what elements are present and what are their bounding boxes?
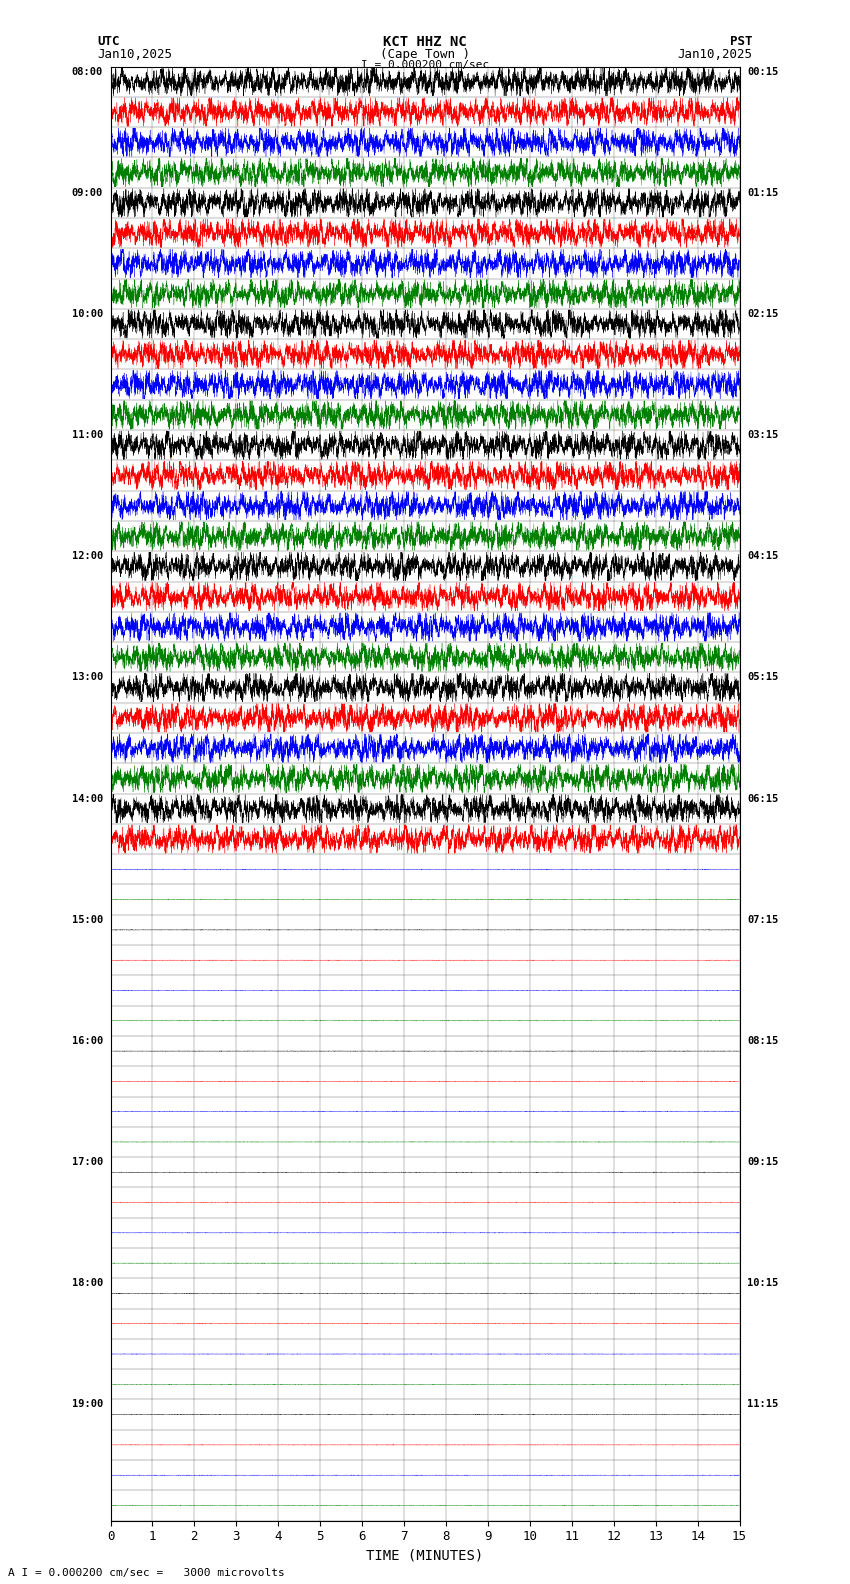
Text: 11:00: 11:00 (71, 429, 103, 440)
Text: A I = 0.000200 cm/sec =   3000 microvolts: A I = 0.000200 cm/sec = 3000 microvolts (8, 1568, 286, 1578)
Text: UTC: UTC (98, 35, 120, 48)
Text: KCT HHZ NC: KCT HHZ NC (383, 35, 467, 49)
Text: 09:00: 09:00 (71, 187, 103, 198)
Text: 04:15: 04:15 (747, 551, 779, 561)
Text: 08:00: 08:00 (71, 67, 103, 76)
Text: 15:00: 15:00 (71, 916, 103, 925)
Text: I = 0.000200 cm/sec: I = 0.000200 cm/sec (361, 60, 489, 70)
Text: 18:00: 18:00 (71, 1278, 103, 1288)
Text: 03:15: 03:15 (747, 429, 779, 440)
Text: 12:00: 12:00 (71, 551, 103, 561)
Text: PST: PST (730, 35, 752, 48)
Text: 01:15: 01:15 (747, 187, 779, 198)
Text: 00:15: 00:15 (747, 67, 779, 76)
Text: 13:00: 13:00 (71, 672, 103, 683)
Text: 10:15: 10:15 (747, 1278, 779, 1288)
Text: 14:00: 14:00 (71, 794, 103, 803)
Text: 16:00: 16:00 (71, 1036, 103, 1045)
Text: 08:15: 08:15 (747, 1036, 779, 1045)
Text: (Cape Town ): (Cape Town ) (380, 48, 470, 60)
Text: 19:00: 19:00 (71, 1400, 103, 1410)
Text: 17:00: 17:00 (71, 1156, 103, 1167)
Text: 11:15: 11:15 (747, 1400, 779, 1410)
Text: 07:15: 07:15 (747, 916, 779, 925)
Text: 05:15: 05:15 (747, 672, 779, 683)
Text: 06:15: 06:15 (747, 794, 779, 803)
Text: Jan10,2025: Jan10,2025 (677, 48, 752, 60)
Text: Jan10,2025: Jan10,2025 (98, 48, 173, 60)
Text: 02:15: 02:15 (747, 309, 779, 318)
Text: 10:00: 10:00 (71, 309, 103, 318)
Text: 09:15: 09:15 (747, 1156, 779, 1167)
X-axis label: TIME (MINUTES): TIME (MINUTES) (366, 1549, 484, 1563)
